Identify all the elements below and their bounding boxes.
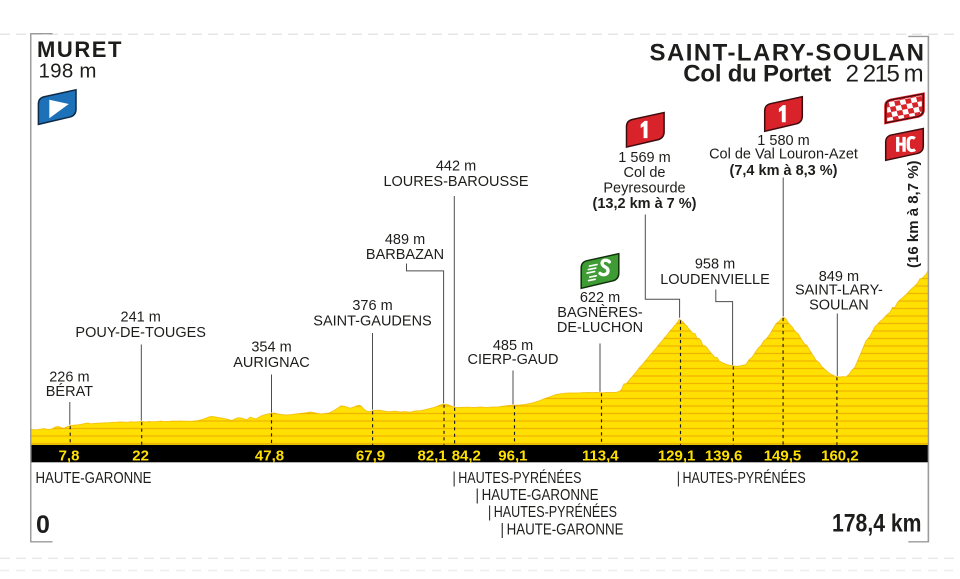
svg-text:1 580 m: 1 580 m — [757, 133, 809, 149]
svg-text:485 m: 485 m — [493, 338, 533, 354]
svg-text:96,1: 96,1 — [498, 447, 527, 464]
svg-text:47,8: 47,8 — [255, 447, 284, 464]
svg-text:149,5: 149,5 — [764, 447, 802, 464]
svg-text:241 m: 241 m — [121, 310, 161, 326]
svg-text:139,6: 139,6 — [705, 447, 743, 464]
svg-text:BARBAZAN: BARBAZAN — [366, 247, 444, 263]
svg-text:84,2: 84,2 — [452, 447, 481, 464]
svg-text:442 m: 442 m — [436, 159, 476, 175]
svg-text:(13,2 km à 7 %): (13,2 km à 7 %) — [593, 196, 697, 212]
svg-text:178,4 km: 178,4 km — [832, 510, 922, 538]
svg-text:LOUDENVIELLE: LOUDENVIELLE — [660, 272, 770, 288]
svg-text:226 m: 226 m — [49, 370, 89, 386]
svg-text:113,4: 113,4 — [582, 447, 619, 464]
svg-text:| HAUTES-PYRÉNÉES: | HAUTES-PYRÉNÉES — [453, 470, 582, 487]
svg-text:SAINT-GAUDENS: SAINT-GAUDENS — [313, 314, 431, 330]
svg-text:354 m: 354 m — [251, 340, 291, 356]
svg-text:CIERP-GAUD: CIERP-GAUD — [467, 352, 558, 368]
svg-text:198 m: 198 m — [39, 60, 97, 83]
svg-text:| HAUTE-GARONNE: | HAUTE-GARONNE — [476, 487, 599, 504]
svg-text:POUY-DE-TOUGES: POUY-DE-TOUGES — [75, 325, 206, 341]
svg-text:160,2: 160,2 — [821, 447, 859, 464]
svg-text:AURIGNAC: AURIGNAC — [233, 355, 310, 371]
svg-text:SOULAN: SOULAN — [809, 297, 869, 313]
svg-text:489 m: 489 m — [385, 232, 425, 248]
svg-text:Col du Portet: Col du Portet — [683, 61, 831, 88]
svg-text:HAUTE-GARONNE: HAUTE-GARONNE — [36, 470, 152, 487]
svg-text:Peyresourde: Peyresourde — [603, 181, 685, 197]
svg-text:0: 0 — [36, 511, 50, 539]
svg-text:SAINT-LARY-SOULAN: SAINT-LARY-SOULAN — [650, 39, 925, 66]
svg-text:376 m: 376 m — [352, 298, 392, 314]
svg-text:Col de: Col de — [624, 165, 666, 181]
svg-text:82,1: 82,1 — [417, 447, 446, 464]
svg-text:1 569 m: 1 569 m — [618, 150, 670, 166]
svg-text:SAINT-LARY-: SAINT-LARY- — [795, 283, 883, 299]
svg-text:| HAUTE-GARONNE: | HAUTE-GARONNE — [501, 521, 624, 538]
svg-text:DE-LUCHON: DE-LUCHON — [557, 320, 643, 336]
svg-text:MURET: MURET — [37, 37, 122, 62]
svg-text:| HAUTES-PYRÉNÉES: | HAUTES-PYRÉNÉES — [677, 470, 806, 487]
svg-text:129,1: 129,1 — [658, 447, 696, 464]
svg-text:(7,4 km à 8,3 %): (7,4 km à 8,3 %) — [730, 163, 838, 179]
svg-text:| HAUTES-PYRÉNÉES: | HAUTES-PYRÉNÉES — [488, 504, 617, 521]
svg-text:7,8: 7,8 — [59, 447, 80, 464]
svg-text:BAGNÈRES-: BAGNÈRES- — [557, 304, 643, 321]
svg-text:Col de Val Louron-Azet: Col de Val Louron-Azet — [709, 147, 858, 163]
svg-text:LOURES-BAROUSSE: LOURES-BAROUSSE — [383, 174, 528, 190]
svg-text:2 215 m: 2 215 m — [846, 61, 924, 88]
svg-text:622 m: 622 m — [580, 290, 620, 306]
svg-text:849 m: 849 m — [819, 269, 859, 285]
svg-text:67,9: 67,9 — [356, 447, 385, 464]
svg-text:958 m: 958 m — [695, 257, 735, 273]
svg-text:(16 km à 8,7 %): (16 km à 8,7 %) — [905, 160, 922, 268]
svg-text:BÉRAT: BÉRAT — [46, 383, 93, 400]
svg-text:22: 22 — [132, 447, 149, 464]
